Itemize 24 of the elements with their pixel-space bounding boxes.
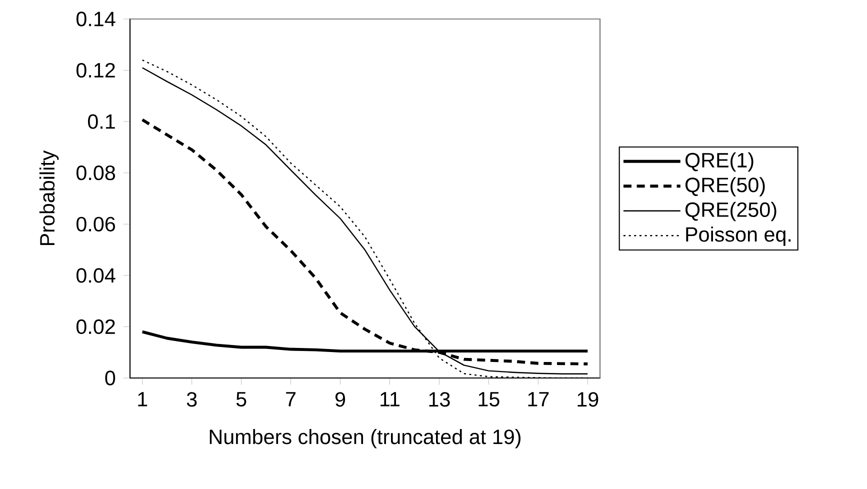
y-tick-label: 0.08 [76, 166, 116, 180]
y-tick-label: 0.1 [88, 114, 115, 129]
x-tick-label: 5 [236, 392, 246, 407]
y-tick-label: 0.04 [76, 268, 116, 283]
x-tick-label: 13 [429, 392, 450, 407]
x-tick-label: 19 [578, 392, 598, 407]
x-tick-label: 3 [186, 392, 197, 407]
x-tick-label: 7 [286, 392, 296, 406]
x-tick-label: 1 [138, 392, 148, 406]
x-tick-label: 15 [478, 392, 500, 407]
x-axis-title: Numbers chosen (truncated at 19) [210, 429, 520, 448]
x-tick-label: 17 [528, 392, 549, 406]
legend-label: QRE(250) [685, 202, 776, 222]
y-axis-title: Probability [39, 150, 59, 246]
y-tick-label: 0 [105, 370, 116, 386]
y-tick-label: 0.12 [76, 62, 115, 78]
y-tick-label: 0.06 [76, 216, 115, 232]
y-tick-label: 0.02 [76, 319, 115, 334]
legend-label: QRE(50) [685, 177, 765, 196]
x-tick-label: 9 [335, 392, 346, 407]
y-tick-label: 0.14 [76, 12, 116, 26]
legend-label: QRE(1) [685, 152, 754, 172]
x-tick-label: 11 [380, 392, 400, 406]
legend-label: Poisson eq. [686, 226, 791, 246]
